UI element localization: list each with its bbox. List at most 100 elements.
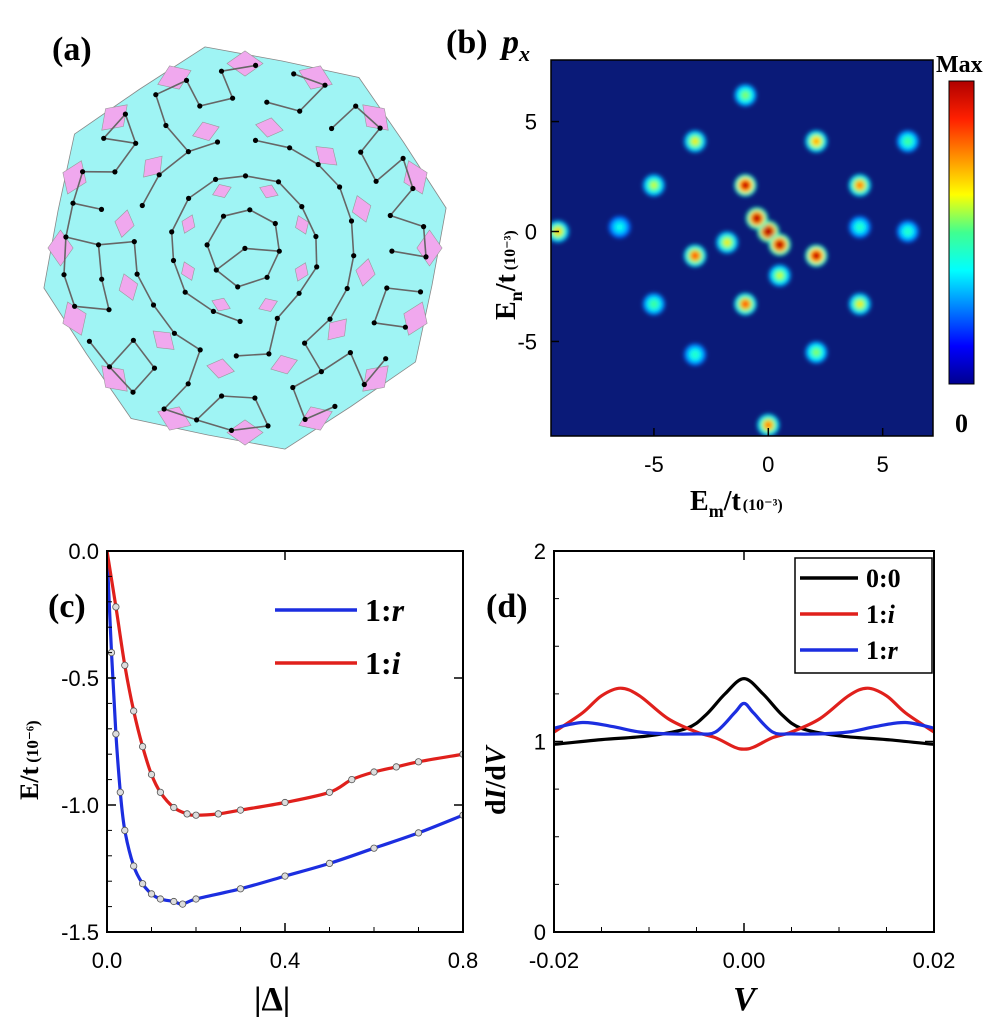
legend-label: 1:i xyxy=(365,645,401,681)
lattice-site xyxy=(153,92,159,98)
lattice-site xyxy=(400,155,406,161)
lattice-site xyxy=(247,207,253,213)
bond xyxy=(173,332,201,351)
data-point xyxy=(281,872,289,880)
lattice-site xyxy=(253,62,259,68)
lattice-site xyxy=(327,316,333,322)
heatmap-peak xyxy=(813,252,820,259)
series-line-0-0 xyxy=(554,676,934,746)
heatmap-xlabel: Em/t (10⁻³) xyxy=(690,486,783,521)
bond xyxy=(349,352,366,385)
legend-label: 0:0 xyxy=(866,564,901,593)
lattice-site xyxy=(265,423,271,429)
bond xyxy=(172,260,186,293)
bond xyxy=(292,387,306,420)
lattice-site xyxy=(237,318,243,324)
lattice-site xyxy=(373,178,379,184)
lattice-site xyxy=(353,103,359,109)
bond xyxy=(245,175,279,183)
lattice-site xyxy=(182,289,188,295)
lattice-site xyxy=(322,82,328,88)
bond xyxy=(277,181,303,208)
bond xyxy=(355,105,381,129)
heatmap-peak xyxy=(765,228,772,235)
data-point xyxy=(121,661,129,669)
bond xyxy=(215,269,239,288)
lattice-site xyxy=(183,77,190,83)
pink-tile xyxy=(403,301,428,336)
colorbar-max-label: Max xyxy=(936,52,983,78)
data-point xyxy=(348,775,356,784)
data-point xyxy=(139,742,147,751)
data-point xyxy=(192,811,200,819)
series-line-1-r xyxy=(107,551,463,906)
panel-d-label: (d) xyxy=(486,588,528,625)
heatmap-plot xyxy=(551,84,919,436)
lattice-site xyxy=(242,245,248,251)
lattice-site xyxy=(218,68,225,74)
heatmap-frame xyxy=(550,59,934,437)
legend-label: 1:r xyxy=(365,592,405,628)
lattice-site xyxy=(156,172,162,178)
lattice-site xyxy=(314,264,320,270)
bond xyxy=(155,79,187,96)
ytick-label: 2 xyxy=(534,539,546,564)
bond xyxy=(114,142,137,173)
data-point xyxy=(170,897,178,906)
heatmap-peak xyxy=(765,422,772,428)
heatmap-xtick-label: 0 xyxy=(762,452,774,477)
data-point xyxy=(281,798,289,807)
heatmap-peak xyxy=(904,138,911,145)
bond xyxy=(188,178,217,200)
bond xyxy=(220,70,234,99)
bond xyxy=(155,94,167,126)
lattice-site xyxy=(315,161,321,168)
bond xyxy=(299,84,326,112)
lattice-site xyxy=(230,95,236,101)
bond xyxy=(236,353,269,357)
pink-tile xyxy=(157,406,192,431)
lattice-site xyxy=(264,274,270,280)
pink-tile xyxy=(118,273,139,301)
heatmap-peak xyxy=(904,228,911,235)
lattice-site xyxy=(228,427,235,433)
lattice-site xyxy=(235,284,241,290)
bond xyxy=(422,226,427,257)
bond xyxy=(374,322,406,328)
pink-tile xyxy=(362,365,389,392)
ytick-label: 1 xyxy=(534,730,546,755)
lattice-site xyxy=(266,351,272,357)
heatmap-peaks xyxy=(551,84,919,436)
bond xyxy=(359,151,377,182)
bond xyxy=(360,127,381,153)
lattice-site xyxy=(297,108,303,114)
bond xyxy=(391,250,427,258)
pink-tile xyxy=(315,146,338,166)
bond xyxy=(301,206,317,237)
heatmap-peak xyxy=(692,252,699,259)
bond xyxy=(152,304,176,334)
data-point xyxy=(130,707,138,715)
lattice-site xyxy=(204,242,210,248)
lattice-site xyxy=(72,303,78,309)
bond xyxy=(141,174,160,206)
heatmap-peak xyxy=(813,349,820,356)
bond xyxy=(237,276,268,288)
lattice-site xyxy=(233,353,239,359)
lattice-site xyxy=(384,285,390,291)
panel-c-xlabel: |Δ| xyxy=(254,981,290,1018)
data-point xyxy=(130,862,138,870)
bond xyxy=(103,113,126,139)
ytick-label: -1.5 xyxy=(61,920,99,945)
panel-d-axes: -0.02 0.00 0.02 0 1 2 xyxy=(529,539,955,973)
bond xyxy=(390,214,424,228)
lattice-site xyxy=(348,218,355,224)
lattice-site xyxy=(291,71,297,77)
lattice-site xyxy=(134,271,140,277)
quasicrystal-tiling xyxy=(43,46,447,450)
heatmap-peak xyxy=(753,215,760,222)
xtick-label: 0.00 xyxy=(723,948,766,973)
data-point xyxy=(325,859,334,868)
bond xyxy=(304,318,331,344)
bond xyxy=(132,367,156,393)
